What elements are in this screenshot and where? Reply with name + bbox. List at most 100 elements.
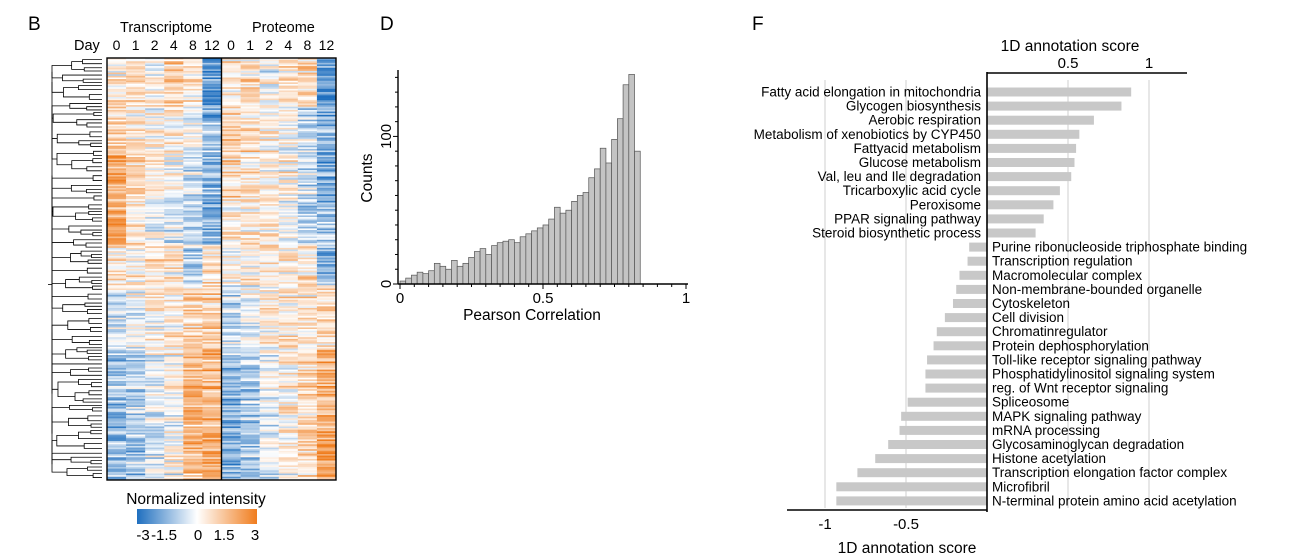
heatmap-cell: [126, 340, 146, 343]
heatmap-cell: [183, 277, 203, 280]
heatmap-cell: [221, 74, 241, 77]
heatmap-cell: [316, 158, 337, 161]
heatmap-cell: [183, 405, 203, 408]
heatmap-cell: [259, 452, 280, 455]
heatmap-cell: [202, 243, 222, 245]
heatmap-cell: [183, 228, 203, 231]
heatmap-cell: [107, 169, 127, 172]
heatmap-cell: [202, 161, 222, 164]
heatmap-cell: [164, 462, 184, 465]
heatmap-cell: [316, 333, 337, 336]
heatmap-cell: [297, 475, 318, 478]
heatmap-cell: [145, 470, 165, 473]
heatmap-cell: [145, 179, 165, 182]
heatmap-cell: [316, 70, 337, 73]
dendrogram-branch: [71, 160, 93, 170]
heatmap-cell: [145, 413, 165, 416]
heatmap-cell: [126, 72, 146, 75]
heatmap-cell: [202, 363, 222, 366]
heatmap-cell: [316, 366, 337, 369]
heatmap-cell: [202, 259, 222, 262]
heatmap-cell: [316, 413, 337, 416]
heatmap-cell: [145, 265, 165, 268]
heatmap-cell: [164, 171, 184, 174]
heatmap-cell: [107, 299, 127, 302]
heatmap-cell: [145, 178, 165, 181]
heatmap-cell: [145, 324, 165, 327]
heatmap-cell: [164, 212, 184, 215]
heatmap-cell: [145, 411, 165, 414]
heatmap-cell: [278, 475, 299, 478]
heatmap-cell: [164, 96, 184, 99]
heatmap-cell: [202, 269, 222, 271]
heatmap-cell: [183, 257, 203, 260]
heatmap-cell: [107, 226, 127, 229]
heatmap-cell: [183, 338, 203, 341]
heatmap-cell: [164, 434, 184, 437]
heatmap-cell: [221, 348, 241, 351]
heatmap-cell: [126, 163, 146, 166]
heatmap-cell: [278, 345, 299, 348]
heatmap-cell: [107, 280, 127, 283]
heatmap-cell: [297, 322, 318, 325]
heatmap-cell: [297, 220, 318, 223]
heatmap-cell: [145, 61, 165, 64]
heatmap-cell: [164, 458, 184, 461]
heatmap-cell: [107, 59, 127, 62]
heatmap-cell: [259, 398, 280, 401]
heatmap-cell: [164, 252, 184, 255]
heatmap-cell: [126, 363, 146, 366]
heatmap-cell: [183, 246, 203, 249]
heatmap-cell: [126, 254, 146, 257]
heatmap-cell: [240, 379, 260, 382]
heatmap-cell: [145, 135, 165, 138]
heatmap-cell: [278, 393, 299, 396]
heatmap-cell: [126, 251, 146, 254]
heatmap-cell: [183, 132, 203, 135]
heatmap-cell: [316, 259, 337, 262]
heatmap-cell: [278, 87, 299, 90]
heatmap-cell: [145, 192, 165, 195]
heatmap-cell: [316, 83, 337, 86]
heatmap-cell: [316, 410, 337, 413]
heatmap-cell: [221, 431, 241, 434]
annotation-category-label: mRNA processing: [992, 423, 1100, 438]
heatmap-cell: [278, 186, 299, 189]
heatmap-cell: [240, 131, 260, 133]
heatmap-cell: [183, 150, 203, 153]
heatmap-cell: [145, 66, 165, 69]
heatmap-cell: [183, 322, 203, 325]
heatmap-cell: [107, 285, 127, 288]
heatmap-cell: [221, 72, 241, 75]
heatmap-cell: [202, 135, 222, 138]
heatmap-cell: [145, 187, 165, 190]
heatmap-cell: [259, 455, 280, 458]
heatmap-cell: [126, 397, 146, 400]
heatmap-cell: [164, 385, 184, 388]
heatmap-cell: [145, 204, 165, 206]
heatmap-cell: [240, 345, 260, 348]
heatmap-cell: [164, 251, 184, 254]
heatmap-cell: [202, 106, 222, 109]
heatmap-cell: [316, 465, 337, 468]
heatmap-cell: [278, 82, 299, 85]
heatmap-cell: [107, 296, 127, 299]
heatmap-cell: [259, 416, 280, 419]
heatmap-cell: [259, 337, 280, 340]
heatmap-cell: [183, 111, 203, 114]
heatmap-cell: [278, 145, 299, 148]
heatmap-cell: [240, 290, 260, 293]
heatmap-cell: [240, 166, 260, 169]
heatmap-cell: [202, 113, 222, 116]
heatmap-cell: [107, 100, 127, 103]
heatmap-cell: [126, 197, 146, 200]
heatmap-cell: [107, 470, 127, 473]
heatmap-cell: [259, 184, 280, 187]
heatmap-cell: [259, 109, 280, 112]
heatmap-cell: [107, 103, 127, 106]
heatmap-cell: [164, 236, 184, 239]
heatmap-cell: [145, 432, 165, 435]
heatmap-cell: [316, 372, 337, 375]
heatmap-cell: [221, 374, 241, 377]
heatmap-cell: [259, 306, 280, 309]
